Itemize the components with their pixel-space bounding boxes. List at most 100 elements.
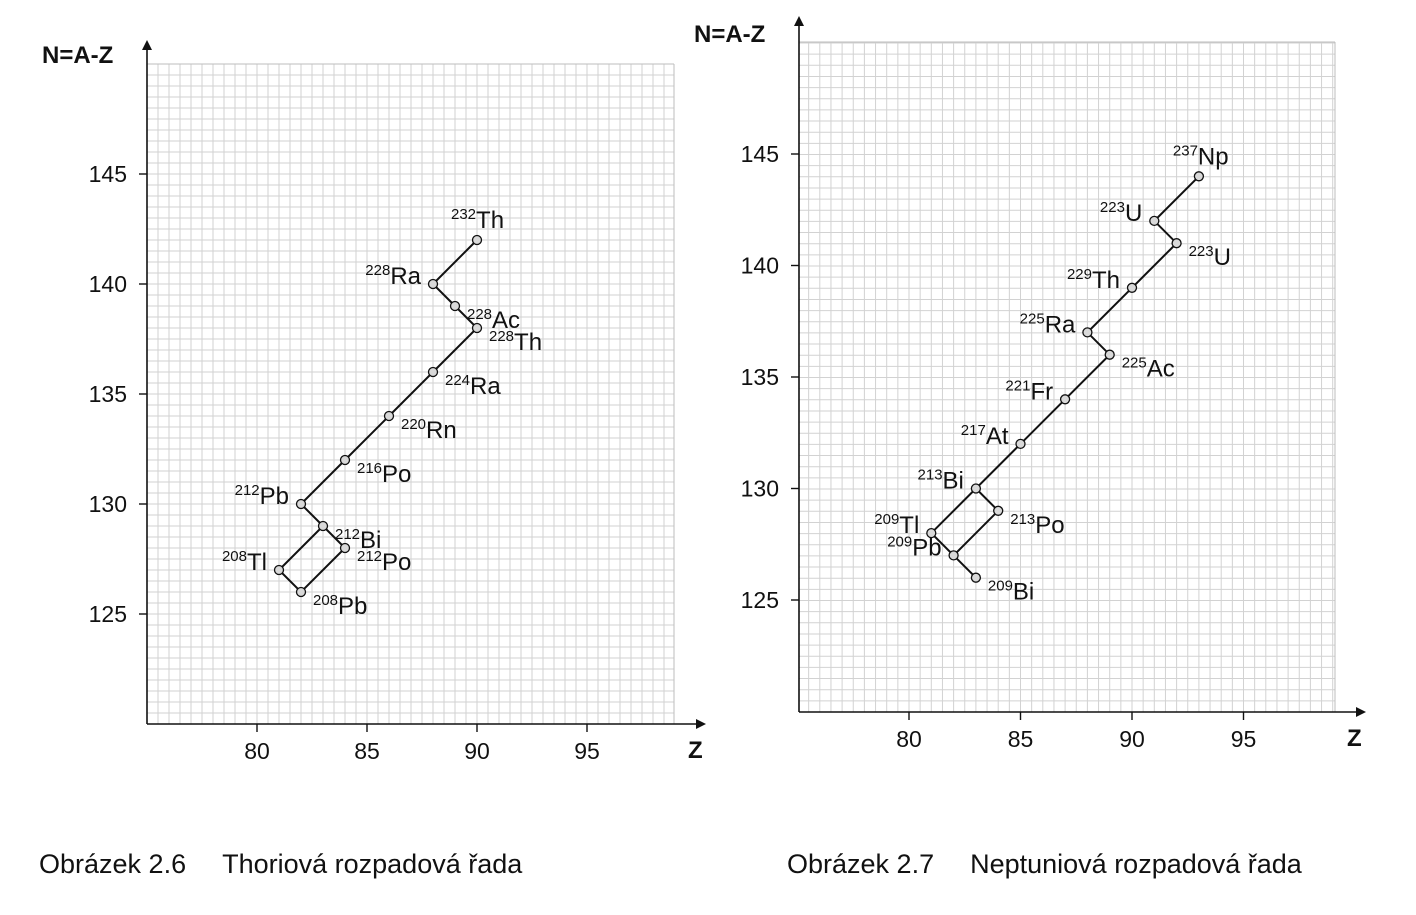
nuclide-symbol: Ra (1045, 311, 1076, 338)
nuclide-label-220rn: 220Rn (401, 416, 457, 444)
x-axis-arrow (696, 719, 706, 729)
nuclide-mass: 212 (357, 548, 382, 565)
nuclide-symbol: U (1125, 200, 1142, 227)
nuclide-mass: 224 (445, 372, 470, 389)
y-axis-arrow (142, 40, 152, 50)
nuclide-label-212pb: 212Pb (235, 482, 289, 510)
y-tick-label: 135 (89, 381, 127, 407)
nuclide-symbol: Tl (899, 512, 919, 539)
nuclide-point-212bi (317, 520, 329, 532)
nuclide-symbol: Th (476, 207, 504, 234)
x-axis-label: Z (688, 737, 703, 764)
nuclide-point-229th (1126, 282, 1138, 293)
nuclide-symbol: Po (1035, 512, 1064, 539)
caption-thorium-number: Obrázek 2.6 (39, 849, 187, 879)
nuclide-label-225ra: 225Ra (1020, 310, 1076, 338)
y-axis-label: N=A-Z (694, 21, 765, 48)
nuclide-symbol: Pb (338, 593, 367, 620)
nuclide-mass: 212 (335, 526, 360, 543)
nuclide-symbol: Po (382, 549, 411, 576)
nuclide-point-232th (471, 234, 483, 246)
nuclide-symbol: Rn (426, 417, 457, 444)
nuclide-mass: 228 (467, 306, 492, 323)
nuclide-point-225ac (1104, 349, 1115, 360)
caption-thorium-title: Thoriová rozpadová řada (222, 849, 523, 879)
nuclide-point-228th (471, 322, 483, 334)
nuclide-label-213bi: 213Bi (918, 467, 964, 495)
nuclide-point-217at (1015, 438, 1026, 450)
nuclide-label-209pb: 209Pb (887, 533, 941, 561)
y-tick-label: 145 (89, 161, 127, 187)
nuclide-label-208tl: 208Tl (222, 548, 267, 576)
nuclide-point-208tl (273, 564, 285, 576)
nuclide-mass: 208 (313, 592, 338, 609)
nuclide-mass: 213 (918, 467, 943, 484)
nuclide-symbol: Fr (1030, 378, 1053, 405)
nuclide-point-221fr (1059, 394, 1071, 405)
nuclide-mass: 217 (961, 422, 986, 439)
x-tick-label: 80 (896, 726, 922, 752)
nuclide-mass: 228 (365, 262, 390, 279)
y-tick-label: 140 (89, 271, 127, 297)
nuclide-mass: 225 (1122, 355, 1147, 372)
nuclide-symbol: U (1214, 244, 1231, 271)
nuclide-mass: 213 (1010, 511, 1035, 528)
x-tick-label: 85 (1008, 726, 1034, 752)
caption-neptunium-number: Obrázek 2.7 (787, 849, 935, 879)
nuclide-point-228ra (427, 278, 439, 290)
y-tick-label: 130 (741, 476, 779, 502)
nuclide-label-223u: 223U (1100, 199, 1142, 227)
nuclide-label-216po: 216Po (357, 460, 411, 488)
y-axis-arrow (794, 16, 804, 26)
nuclide-point-220rn (383, 410, 395, 422)
grid (799, 41, 1336, 713)
nuclide-mass: 229 (1067, 266, 1092, 283)
nuclide-label-208pb: 208Pb (313, 592, 367, 620)
nuclide-symbol: Po (382, 461, 411, 488)
nuclide-mass: 209 (874, 511, 899, 528)
nuclide-point-223u (1149, 215, 1160, 227)
nuclide-point-223u (1171, 238, 1182, 249)
nuclide-point-212pb (295, 498, 307, 510)
nuclide-symbol: Np (1198, 143, 1229, 170)
nuclide-mass: 216 (357, 460, 382, 477)
nuclide-mass: 221 (1005, 377, 1030, 394)
nuclide-point-225ra (1082, 327, 1093, 338)
y-tick-label: 130 (89, 491, 127, 517)
nuclide-label-209tl: 209Tl (874, 511, 919, 539)
y-axis-label: N=A-Z (42, 42, 113, 69)
caption-thorium: Obrázek 2.6 Thoriová rozpadová řada (24, 818, 522, 880)
nuclide-point-208pb (295, 586, 307, 598)
nuclide-point-237np (1193, 171, 1205, 182)
nuclide-point-209pb (948, 550, 959, 561)
nuclide-label-209bi: 209Bi (988, 578, 1034, 606)
nuclide-mass: 208 (222, 548, 247, 565)
nuclide-label-228ra: 228Ra (365, 262, 421, 290)
nuclide-label-237np: 237Np (1173, 142, 1229, 170)
nuclide-point-213po (993, 505, 1004, 516)
nuclide-symbol: Pb (260, 483, 289, 510)
x-tick-label: 95 (574, 738, 600, 764)
nuclide-symbol: Bi (360, 527, 381, 554)
y-tick-label: 145 (741, 141, 779, 167)
nuclide-symbol: Pb (912, 534, 941, 561)
nuclide-label-228th: 228Th (489, 328, 542, 356)
nuclide-mass: 209 (988, 578, 1013, 595)
x-tick-label: 95 (1231, 726, 1257, 752)
grid (146, 63, 675, 725)
x-tick-label: 90 (464, 738, 490, 764)
nuclide-symbol: Bi (1013, 579, 1034, 606)
x-tick-label: 90 (1119, 726, 1145, 752)
caption-neptunium: Obrázek 2.7 Neptuniová rozpadová řada (772, 818, 1302, 880)
nuclide-symbol: Ac (1147, 356, 1175, 383)
nuclide-point-209bi (970, 572, 982, 583)
nuclide-label-225ac: 225Ac (1122, 355, 1175, 383)
decay-path (952, 554, 977, 579)
nuclide-mass: 223 (1100, 199, 1125, 216)
y-tick-label: 125 (741, 587, 779, 613)
nuclide-label-228ac: 228Ac (467, 306, 520, 334)
nuclide-point-228ac (449, 300, 461, 312)
nuclide-label-217at: 217At (961, 422, 1009, 450)
